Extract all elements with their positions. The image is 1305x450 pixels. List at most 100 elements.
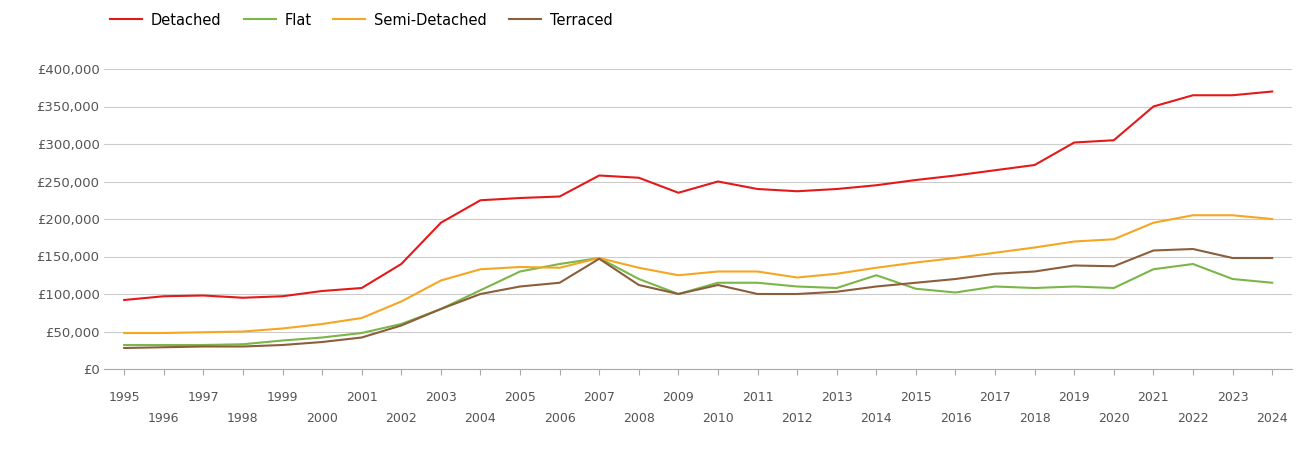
Terraced — [1105, 264, 1121, 269]
Semi-Detached — [235, 329, 251, 334]
Text: 2009: 2009 — [663, 391, 694, 404]
Text: 2002: 2002 — [385, 411, 418, 424]
Detached — [512, 195, 527, 201]
Semi-Detached — [1066, 239, 1082, 244]
Line: Terraced: Terraced — [124, 249, 1272, 348]
Text: 2005: 2005 — [504, 391, 536, 404]
Terraced — [116, 345, 132, 351]
Semi-Detached — [196, 329, 211, 335]
Semi-Detached — [829, 271, 844, 276]
Terraced — [235, 344, 251, 349]
Detached — [155, 293, 171, 299]
Semi-Detached — [155, 330, 171, 336]
Detached — [393, 261, 408, 267]
Flat — [512, 269, 527, 274]
Terraced — [790, 291, 805, 297]
Terraced — [908, 280, 924, 285]
Text: 2000: 2000 — [307, 411, 338, 424]
Detached — [947, 173, 963, 178]
Text: 2012: 2012 — [782, 411, 813, 424]
Flat — [1146, 266, 1161, 272]
Detached — [908, 177, 924, 183]
Flat — [315, 335, 330, 340]
Terraced — [749, 291, 765, 297]
Line: Flat: Flat — [124, 258, 1272, 345]
Terraced — [1027, 269, 1043, 274]
Detached — [433, 220, 449, 225]
Text: 2011: 2011 — [741, 391, 774, 404]
Flat — [235, 342, 251, 347]
Terraced — [315, 339, 330, 345]
Semi-Detached — [116, 330, 132, 336]
Flat — [433, 306, 449, 312]
Terraced — [947, 276, 963, 282]
Text: 2024: 2024 — [1257, 411, 1288, 424]
Text: 1998: 1998 — [227, 411, 258, 424]
Semi-Detached — [591, 255, 607, 261]
Detached — [1027, 162, 1043, 168]
Detached — [632, 175, 647, 180]
Detached — [988, 167, 1004, 173]
Flat — [275, 338, 291, 343]
Semi-Detached — [354, 315, 369, 321]
Flat — [354, 330, 369, 336]
Detached — [710, 179, 726, 184]
Terraced — [155, 345, 171, 350]
Terraced — [1265, 255, 1280, 261]
Text: 2010: 2010 — [702, 411, 733, 424]
Detached — [196, 293, 211, 298]
Text: 2015: 2015 — [900, 391, 932, 404]
Text: 2016: 2016 — [940, 411, 971, 424]
Text: 2007: 2007 — [583, 391, 615, 404]
Detached — [354, 285, 369, 291]
Line: Detached: Detached — [124, 91, 1272, 300]
Flat — [749, 280, 765, 285]
Flat — [988, 284, 1004, 289]
Legend: Detached, Flat, Semi-Detached, Terraced: Detached, Flat, Semi-Detached, Terraced — [104, 7, 619, 33]
Detached — [275, 293, 291, 299]
Flat — [196, 342, 211, 348]
Terraced — [275, 342, 291, 348]
Semi-Detached — [552, 265, 568, 270]
Terraced — [591, 256, 607, 261]
Semi-Detached — [1027, 245, 1043, 250]
Semi-Detached — [749, 269, 765, 274]
Flat — [1185, 261, 1201, 267]
Text: 2020: 2020 — [1098, 411, 1130, 424]
Semi-Detached — [632, 265, 647, 270]
Terraced — [512, 284, 527, 289]
Detached — [315, 288, 330, 294]
Flat — [632, 276, 647, 282]
Text: 2019: 2019 — [1058, 391, 1090, 404]
Flat — [947, 290, 963, 295]
Text: 1996: 1996 — [147, 411, 180, 424]
Detached — [235, 295, 251, 301]
Semi-Detached — [908, 260, 924, 265]
Semi-Detached — [1105, 237, 1121, 242]
Text: 2017: 2017 — [979, 391, 1011, 404]
Detached — [1066, 140, 1082, 145]
Flat — [1265, 280, 1280, 285]
Detached — [749, 186, 765, 192]
Flat — [1027, 285, 1043, 291]
Text: 2018: 2018 — [1019, 411, 1051, 424]
Line: Semi-Detached: Semi-Detached — [124, 215, 1272, 333]
Detached — [868, 183, 883, 188]
Detached — [829, 186, 844, 192]
Flat — [868, 273, 883, 278]
Terraced — [472, 291, 488, 297]
Flat — [393, 321, 408, 327]
Semi-Detached — [315, 321, 330, 327]
Semi-Detached — [393, 299, 408, 304]
Semi-Detached — [947, 255, 963, 261]
Semi-Detached — [433, 278, 449, 283]
Text: 2006: 2006 — [544, 411, 576, 424]
Detached — [591, 173, 607, 178]
Flat — [116, 342, 132, 348]
Text: 2001: 2001 — [346, 391, 377, 404]
Semi-Detached — [472, 266, 488, 272]
Flat — [552, 261, 568, 267]
Flat — [1066, 284, 1082, 289]
Semi-Detached — [868, 265, 883, 270]
Flat — [1224, 276, 1240, 282]
